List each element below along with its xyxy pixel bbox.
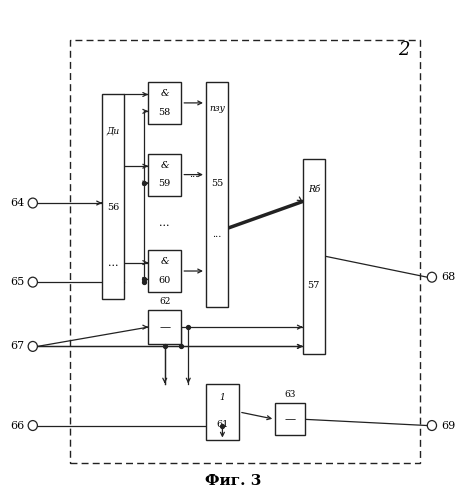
Circle shape [28,277,37,287]
Text: 65: 65 [11,277,25,287]
Bar [206,82,228,307]
Text: 58: 58 [159,108,171,116]
Bar [275,404,305,436]
Text: 63: 63 [284,390,296,399]
Text: ...: ... [189,170,198,179]
Text: 67: 67 [11,342,25,351]
Circle shape [427,272,437,282]
Text: ...: ... [160,218,170,228]
Text: 59: 59 [159,180,171,188]
Bar [102,94,124,300]
Bar [70,40,420,463]
Text: 66: 66 [11,420,25,430]
Text: 68: 68 [441,272,455,282]
Text: 62: 62 [159,297,170,306]
Text: 55: 55 [211,178,223,188]
Bar [148,250,181,292]
Text: пзу: пзу [209,104,225,114]
Text: 1: 1 [219,393,225,402]
Text: 69: 69 [441,420,455,430]
Text: Ди: Ди [106,126,120,136]
Text: ...: ... [108,258,118,268]
Text: Фиг. 3: Фиг. 3 [205,474,262,488]
Bar [148,82,181,124]
Text: &: & [161,89,169,98]
Bar [148,310,181,344]
Text: 56: 56 [107,202,119,211]
Bar [148,154,181,196]
Circle shape [28,342,37,351]
Text: &: & [161,161,169,170]
Text: 64: 64 [11,198,25,208]
Text: —: — [159,322,170,332]
Text: 57: 57 [308,281,320,290]
Text: 60: 60 [159,276,171,285]
Bar [206,384,239,440]
Text: 61: 61 [216,420,229,429]
Text: ...: ... [212,230,221,239]
Text: &: & [161,258,169,266]
Text: Rб: Rб [308,186,320,194]
Bar [303,158,325,354]
Circle shape [28,420,37,430]
Circle shape [427,420,437,430]
Text: —: — [284,414,296,424]
Circle shape [28,198,37,208]
Text: 2: 2 [398,41,410,58]
